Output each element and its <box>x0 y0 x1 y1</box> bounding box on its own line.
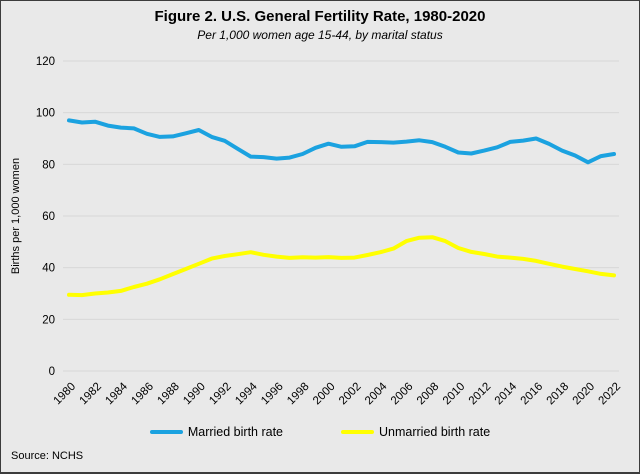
x-tick-label: 2006 <box>389 381 416 408</box>
chart-title: Figure 2. U.S. General Fertility Rate, 1… <box>154 8 486 25</box>
legend-item-married: Married birth rate <box>149 425 284 439</box>
y-tick-label: 40 <box>42 263 55 275</box>
married-line-swatch <box>149 430 183 434</box>
x-tick-label: 1980 <box>52 381 79 408</box>
x-tick-label: 1986 <box>129 381 156 408</box>
x-tick-label: 2016 <box>519 381 546 408</box>
source-note: Source: NCHS <box>11 450 84 462</box>
x-tick-label: 2008 <box>415 381 442 408</box>
chart-subtitle: Per 1,000 women age 15-44, by marital st… <box>197 28 443 42</box>
x-tick-label: 1998 <box>285 381 312 408</box>
x-tick-label: 2012 <box>467 381 494 408</box>
legend-label-unmarried: Unmarried birth rate <box>379 425 491 439</box>
x-tick-label: 1996 <box>259 381 286 408</box>
legend-label-married: Married birth rate <box>187 425 284 439</box>
legend: Married birth rate Unmarried birth rate <box>1 425 639 439</box>
unmarried-line-swatch <box>341 430 375 434</box>
x-tick-label: 2002 <box>337 381 364 408</box>
x-tick-label: 1984 <box>103 380 130 407</box>
unmarried-birth-rate-line <box>67 235 616 298</box>
y-tick-label: 0 <box>49 366 55 378</box>
x-tick-label: 2004 <box>363 380 390 407</box>
x-tick-label: 1994 <box>233 380 260 407</box>
x-tick-label: 2022 <box>597 381 624 408</box>
x-tick-label: 1988 <box>155 381 182 408</box>
x-tick-label: 1982 <box>77 381 104 408</box>
y-tick-label: 100 <box>36 108 55 120</box>
x-tick-label: 2014 <box>493 380 520 407</box>
x-tick-label: 2020 <box>571 381 598 408</box>
y-tick-label: 20 <box>42 314 55 326</box>
legend-item-unmarried: Unmarried birth rate <box>341 425 490 439</box>
x-tick-label: 1992 <box>207 381 234 408</box>
x-tick-label: 2000 <box>311 381 338 408</box>
x-tick-label: 1990 <box>181 381 208 408</box>
x-tick-label: 2010 <box>441 381 468 408</box>
y-tick-label: 120 <box>36 56 55 68</box>
married-birth-rate-line <box>67 118 616 165</box>
y-tick-label: 80 <box>42 159 55 171</box>
y-tick-label: 60 <box>42 211 55 223</box>
x-tick-label: 2018 <box>545 381 572 408</box>
